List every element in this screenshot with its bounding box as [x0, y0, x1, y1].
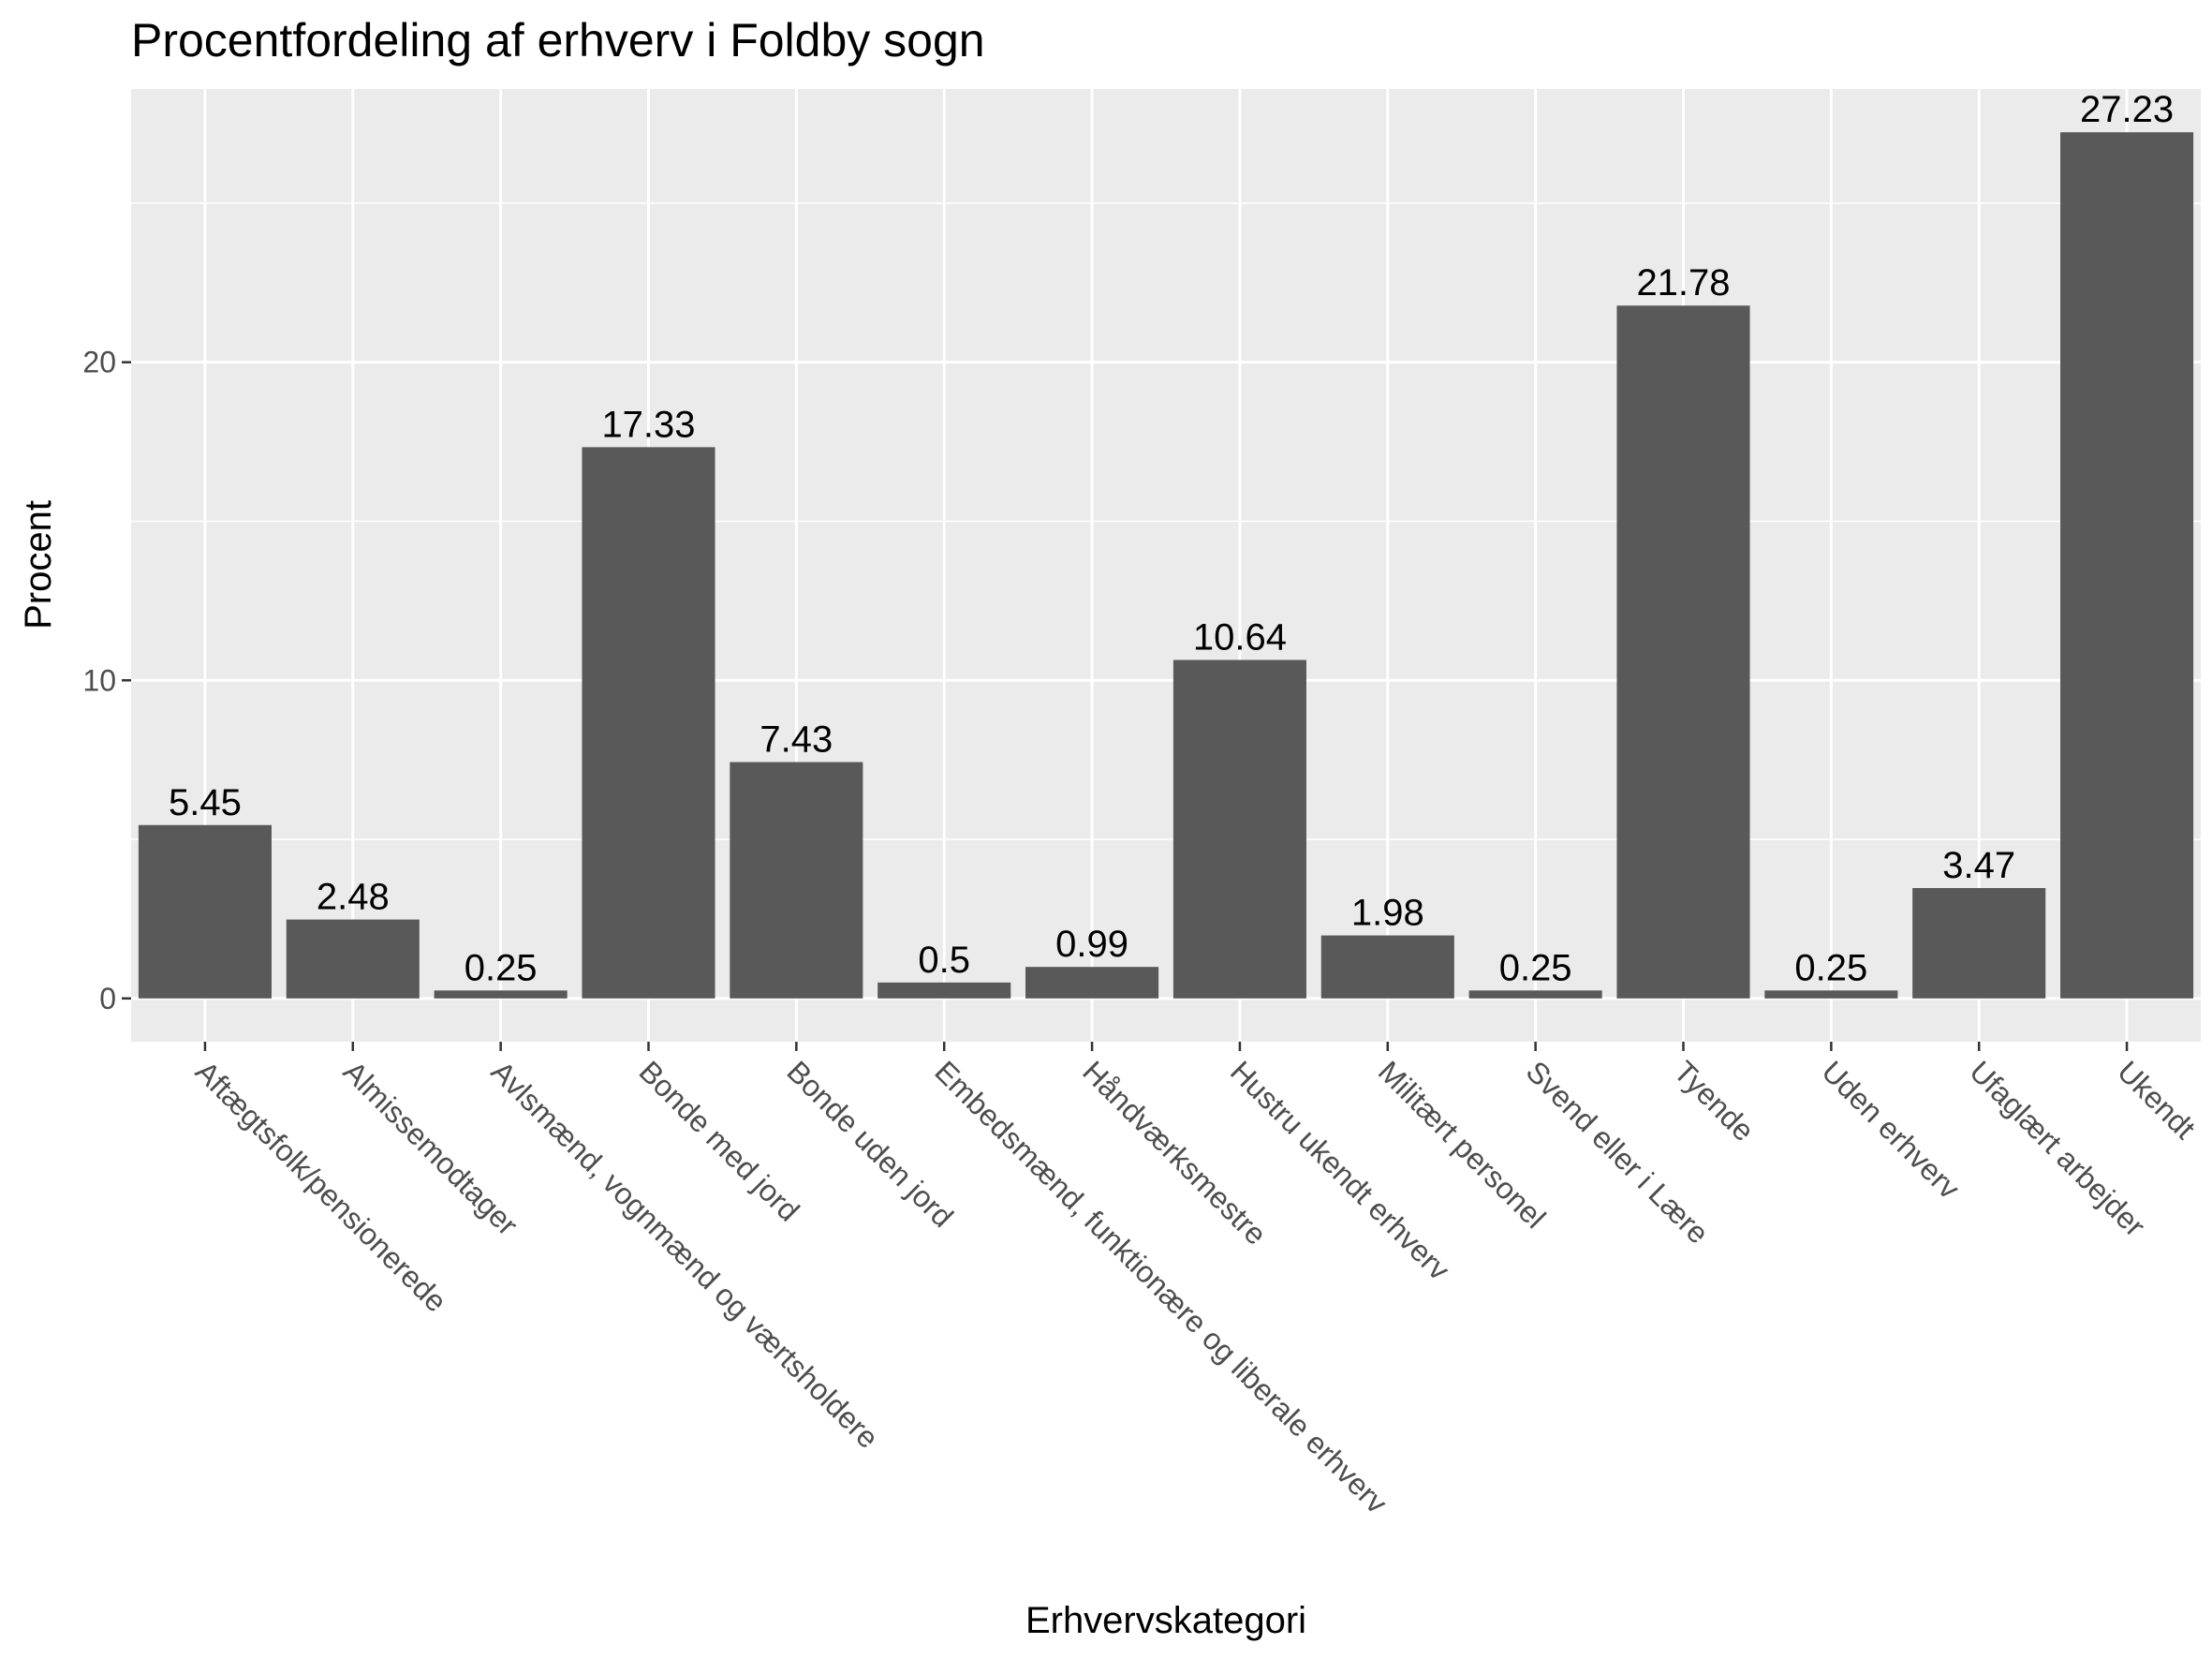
bar	[434, 990, 568, 999]
bar	[877, 982, 1011, 999]
bar-value-label: 1.98	[1351, 893, 1424, 934]
bar	[1025, 967, 1159, 999]
bar	[1912, 887, 2046, 999]
bar-value-label: 17.33	[601, 404, 695, 445]
bar	[1468, 990, 1602, 999]
bar-value-label: 0.25	[1499, 947, 1572, 988]
x-tick-label: Bonde med jord	[633, 1054, 806, 1227]
bar-value-label: 0.99	[1055, 924, 1128, 965]
x-tick-label: Aftægtsfolk/pensionerede	[189, 1054, 453, 1318]
bar-value-label: 3.47	[1942, 845, 2015, 886]
y-axis: 0 10 20	[82, 346, 131, 1015]
bar	[1764, 990, 1898, 999]
grid-minor	[131, 202, 2201, 840]
bar-value-label: 0.25	[465, 947, 538, 988]
bar	[1172, 659, 1306, 999]
bar	[2060, 132, 2194, 999]
bar-value-label: 0.25	[1794, 947, 1867, 988]
bar	[286, 919, 420, 999]
plot-panel	[131, 89, 2201, 1042]
y-tick-label: 20	[82, 346, 116, 379]
bar-value-label: 0.5	[918, 940, 970, 981]
bar	[138, 824, 272, 999]
bar-value-label: 5.45	[169, 782, 242, 823]
bar-value-label: 27.23	[2080, 89, 2174, 130]
bar-value-label: 21.78	[1636, 262, 1730, 304]
bar	[1320, 935, 1454, 999]
x-axis: Aftægtsfolk/pensioneredeAlmissemodtagerA…	[189, 1042, 2202, 1520]
bar	[730, 762, 863, 999]
y-tick-label: 0	[99, 982, 116, 1015]
bar-labels: 5.45 2.48 0.25 17.33 7.43 0.5 0.99 10.64 1.98 0.2…	[169, 89, 2174, 988]
bars	[138, 132, 2194, 999]
y-axis-title: Procent	[18, 500, 59, 630]
x-tick-label: Tyende	[1668, 1054, 1762, 1148]
x-tick-label: Ukendt	[2111, 1054, 2202, 1145]
bar-value-label: 10.64	[1193, 617, 1287, 659]
bar	[582, 447, 715, 999]
y-tick-label: 10	[82, 663, 116, 697]
x-tick-label: Uden erhverv	[1815, 1054, 1966, 1205]
bar-value-label: 2.48	[317, 877, 390, 918]
chart-title: Procentfordeling af erhverv i Foldby sog…	[131, 14, 985, 67]
bar-value-label: 7.43	[759, 719, 833, 761]
bar	[1616, 305, 1750, 999]
x-axis-title: Erhvervskategori	[1025, 1600, 1306, 1641]
